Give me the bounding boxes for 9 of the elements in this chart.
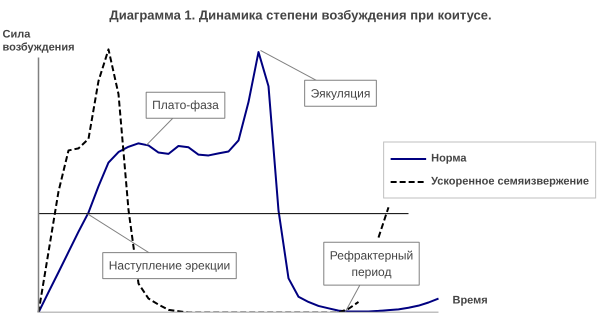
- annotation: Плато-фаза: [152, 98, 220, 112]
- legend-label: Норма: [431, 152, 466, 164]
- legend-label: Ускоренное семяизвержение: [431, 175, 589, 187]
- x-axis-title: Время: [452, 294, 488, 307]
- chart-title: Диаграмма 1. Динамика степени возбуждения при коитусе.: [109, 8, 492, 22]
- annotation: Наступление эрекции: [108, 258, 230, 273]
- y-axis-title: Сила возбуждения: [2, 28, 75, 54]
- annotation: Эякуляция: [310, 86, 370, 100]
- annotation: Рефрактерный период: [330, 248, 414, 280]
